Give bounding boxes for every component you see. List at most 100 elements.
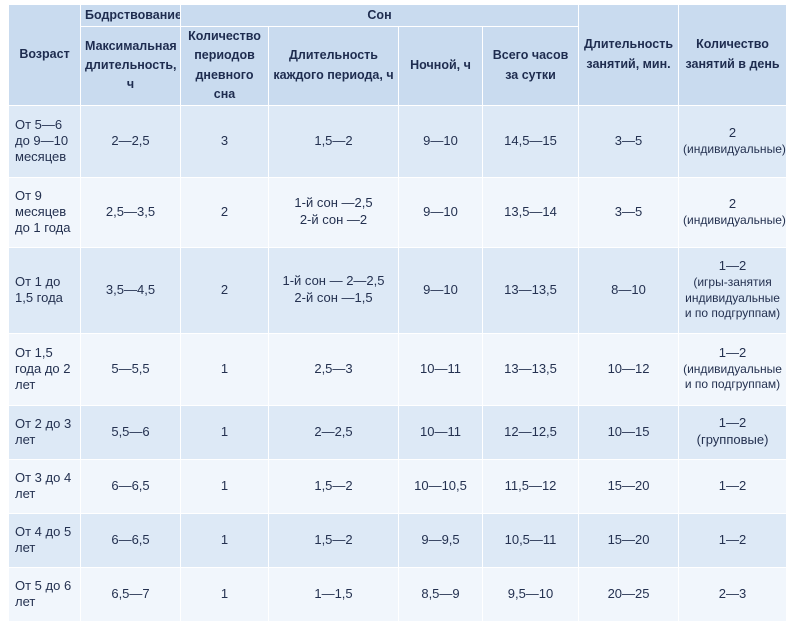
header-age: Возраст xyxy=(8,4,81,106)
cell-lessons-per-day-line: (индивидуальные) xyxy=(683,212,786,227)
cell-lessons-per-day: 2—3 xyxy=(678,566,788,622)
cell-lessons-per-day-line: (индивидуальные) xyxy=(683,141,786,156)
cell-period-duration-line: 2-й сон —2 xyxy=(299,212,368,227)
cell-period-duration-line: 1-й сон —2,5 xyxy=(294,195,373,211)
table-row: От 9 месяцев до 1 года 2,5—3,5 2 1-й сон —2… xyxy=(8,176,788,248)
cell-period-duration: 1—1,5 xyxy=(268,566,399,622)
cell-lessons-per-day: 1—2 (индивидуальные и по подгруппам) xyxy=(678,332,788,406)
cell-lessons-per-day-line: (индивидуальные xyxy=(683,361,782,376)
cell-total-hours: 13—13,5 xyxy=(481,246,580,334)
header-period-duration: Длительность каждого периода, ч xyxy=(268,26,399,106)
cell-lessons-per-day-line: 2 xyxy=(728,195,737,211)
header-lessons-per-day: Количество занятий в день xyxy=(678,4,788,106)
cell-lesson-duration: 8—10 xyxy=(578,246,680,334)
cell-lessons-per-day: 1—2 (групповые) xyxy=(678,404,788,460)
cell-lessons-per-day-line: 1—2 xyxy=(718,477,747,493)
cell-total-hours: 14,5—15 xyxy=(481,104,580,178)
cell-lessons-per-day: 2 (индивидуальные) xyxy=(678,104,788,178)
cell-lesson-duration: 20—25 xyxy=(578,566,680,622)
cell-period-duration-line: 1—1,5 xyxy=(314,585,353,601)
cell-max-wake: 6,5—7 xyxy=(80,566,181,622)
cell-lessons-per-day: 1—2 (игры-занятия индивидуальные и по подгр… xyxy=(678,246,788,334)
cell-period-duration-line: 2-й сон —1,5 xyxy=(294,290,373,305)
cell-max-wake: 5,5—6 xyxy=(80,404,181,460)
cell-lessons-per-day-line: 2 xyxy=(728,124,737,140)
cell-total-hours: 9,5—10 xyxy=(481,566,580,622)
cell-period-duration: 2,5—3 xyxy=(268,332,399,406)
cell-lessons-per-day-line: индивидуальные xyxy=(685,290,780,305)
cell-lesson-duration: 15—20 xyxy=(578,458,680,514)
cell-period-duration: 2—2,5 xyxy=(268,404,399,460)
cell-night: 10—11 xyxy=(398,404,483,460)
cell-night: 9—10 xyxy=(398,176,483,248)
cell-day-sleep-periods: 1 xyxy=(180,566,269,622)
cell-lesson-duration: 10—12 xyxy=(578,332,680,406)
cell-max-wake: 6—6,5 xyxy=(80,512,181,568)
cell-age: От 3 до 4 лет xyxy=(8,458,81,514)
cell-day-sleep-periods: 2 xyxy=(180,176,269,248)
table-row: От 2 до 3 лет 5,5—6 1 2—2,5 10—11 12—12,5 10—1… xyxy=(8,404,788,460)
cell-period-duration: 1-й сон — 2—2,5 2-й сон —1,5 xyxy=(268,246,399,334)
cell-total-hours: 13,5—14 xyxy=(481,176,580,248)
cell-total-hours: 12—12,5 xyxy=(481,404,580,460)
cell-day-sleep-periods: 1 xyxy=(180,332,269,406)
cell-total-hours: 10,5—11 xyxy=(481,512,580,568)
cell-total-hours: 13—13,5 xyxy=(481,332,580,406)
page: Возраст Бодрствование Сон Длительность з… xyxy=(8,4,788,622)
cell-night: 10—10,5 xyxy=(398,458,483,514)
cell-max-wake: 2—2,5 xyxy=(80,104,181,178)
cell-total-hours: 11,5—12 xyxy=(481,458,580,514)
cell-lesson-duration: 10—15 xyxy=(578,404,680,460)
cell-lessons-per-day-line: 1—2 xyxy=(718,531,747,547)
cell-day-sleep-periods: 1 xyxy=(180,404,269,460)
header-wake-group: Бодрствование xyxy=(80,4,181,27)
cell-age: От 9 месяцев до 1 года xyxy=(8,176,81,248)
cell-lesson-duration: 3—5 xyxy=(578,176,680,248)
table-row: От 5—6 до 9—10 месяцев 2—2,5 3 1,5—2 9—10 14,… xyxy=(8,104,788,178)
cell-lesson-duration: 15—20 xyxy=(578,512,680,568)
cell-age: От 1 до 1,5 года xyxy=(8,246,81,334)
cell-lessons-per-day-line: 1—2 xyxy=(718,344,747,360)
cell-max-wake: 3,5—4,5 xyxy=(80,246,181,334)
cell-max-wake: 5—5,5 xyxy=(80,332,181,406)
header-max-wake: Максимальная длительность, ч xyxy=(80,26,181,106)
cell-max-wake: 2,5—3,5 xyxy=(80,176,181,248)
cell-lessons-per-day-line: и по подгруппам) xyxy=(684,306,781,321)
cell-lessons-per-day-line: и по подгруппам) xyxy=(684,377,781,392)
cell-period-duration: 1,5—2 xyxy=(268,512,399,568)
daily-regime-table: Возраст Бодрствование Сон Длительность з… xyxy=(8,4,788,622)
cell-age: От 2 до 3 лет xyxy=(8,404,81,460)
cell-period-duration-line: 1,5—2 xyxy=(314,477,353,493)
table-row: От 1,5 года до 2 лет 5—5,5 1 2,5—3 10—11 13—1… xyxy=(8,332,788,406)
cell-night: 10—11 xyxy=(398,332,483,406)
table-row: От 5 до 6 лет 6,5—7 1 1—1,5 8,5—9 9,5—10 20—25… xyxy=(8,566,788,622)
cell-lessons-per-day: 1—2 xyxy=(678,458,788,514)
cell-age: От 4 до 5 лет xyxy=(8,512,81,568)
cell-age: От 5 до 6 лет xyxy=(8,566,81,622)
cell-period-duration-line: 2—2,5 xyxy=(314,423,353,439)
cell-lessons-per-day-line: 2—3 xyxy=(718,585,747,601)
cell-period-duration-line: 1,5—2 xyxy=(314,132,353,148)
cell-period-duration: 1,5—2 xyxy=(268,458,399,514)
cell-period-duration-line: 1,5—2 xyxy=(314,531,353,547)
cell-max-wake: 6—6,5 xyxy=(80,458,181,514)
table-row: От 4 до 5 лет 6—6,5 1 1,5—2 9—9,5 10,5—11 15—2… xyxy=(8,512,788,568)
header-total-hours: Всего часов за сутки xyxy=(481,26,580,106)
header-day-sleep-periods: Количество периодов дневного сна xyxy=(180,26,269,106)
cell-night: 9—10 xyxy=(398,104,483,178)
cell-lessons-per-day-line: (игры-занятия xyxy=(693,275,772,290)
cell-day-sleep-periods: 1 xyxy=(180,458,269,514)
table-row: От 3 до 4 лет 6—6,5 1 1,5—2 10—10,5 11,5—12 15… xyxy=(8,458,788,514)
cell-age: От 1,5 года до 2 лет xyxy=(8,332,81,406)
cell-period-duration-line: 1-й сон — 2—2,5 xyxy=(282,273,385,289)
cell-day-sleep-periods: 1 xyxy=(180,512,269,568)
cell-day-sleep-periods: 2 xyxy=(180,246,269,334)
header-lesson-duration: Длительность занятий, мин. xyxy=(578,4,680,106)
cell-lessons-per-day-line: 1—2 xyxy=(718,258,747,274)
cell-period-duration: 1-й сон —2,5 2-й сон —2 xyxy=(268,176,399,248)
table-body: От 5—6 до 9—10 месяцев 2—2,5 3 1,5—2 9—10 14,… xyxy=(8,104,788,622)
cell-lessons-per-day-line: 1—2 (групповые) xyxy=(696,415,769,447)
cell-night: 8,5—9 xyxy=(398,566,483,622)
header-night: Ночной, ч xyxy=(398,26,483,106)
cell-day-sleep-periods: 3 xyxy=(180,104,269,178)
